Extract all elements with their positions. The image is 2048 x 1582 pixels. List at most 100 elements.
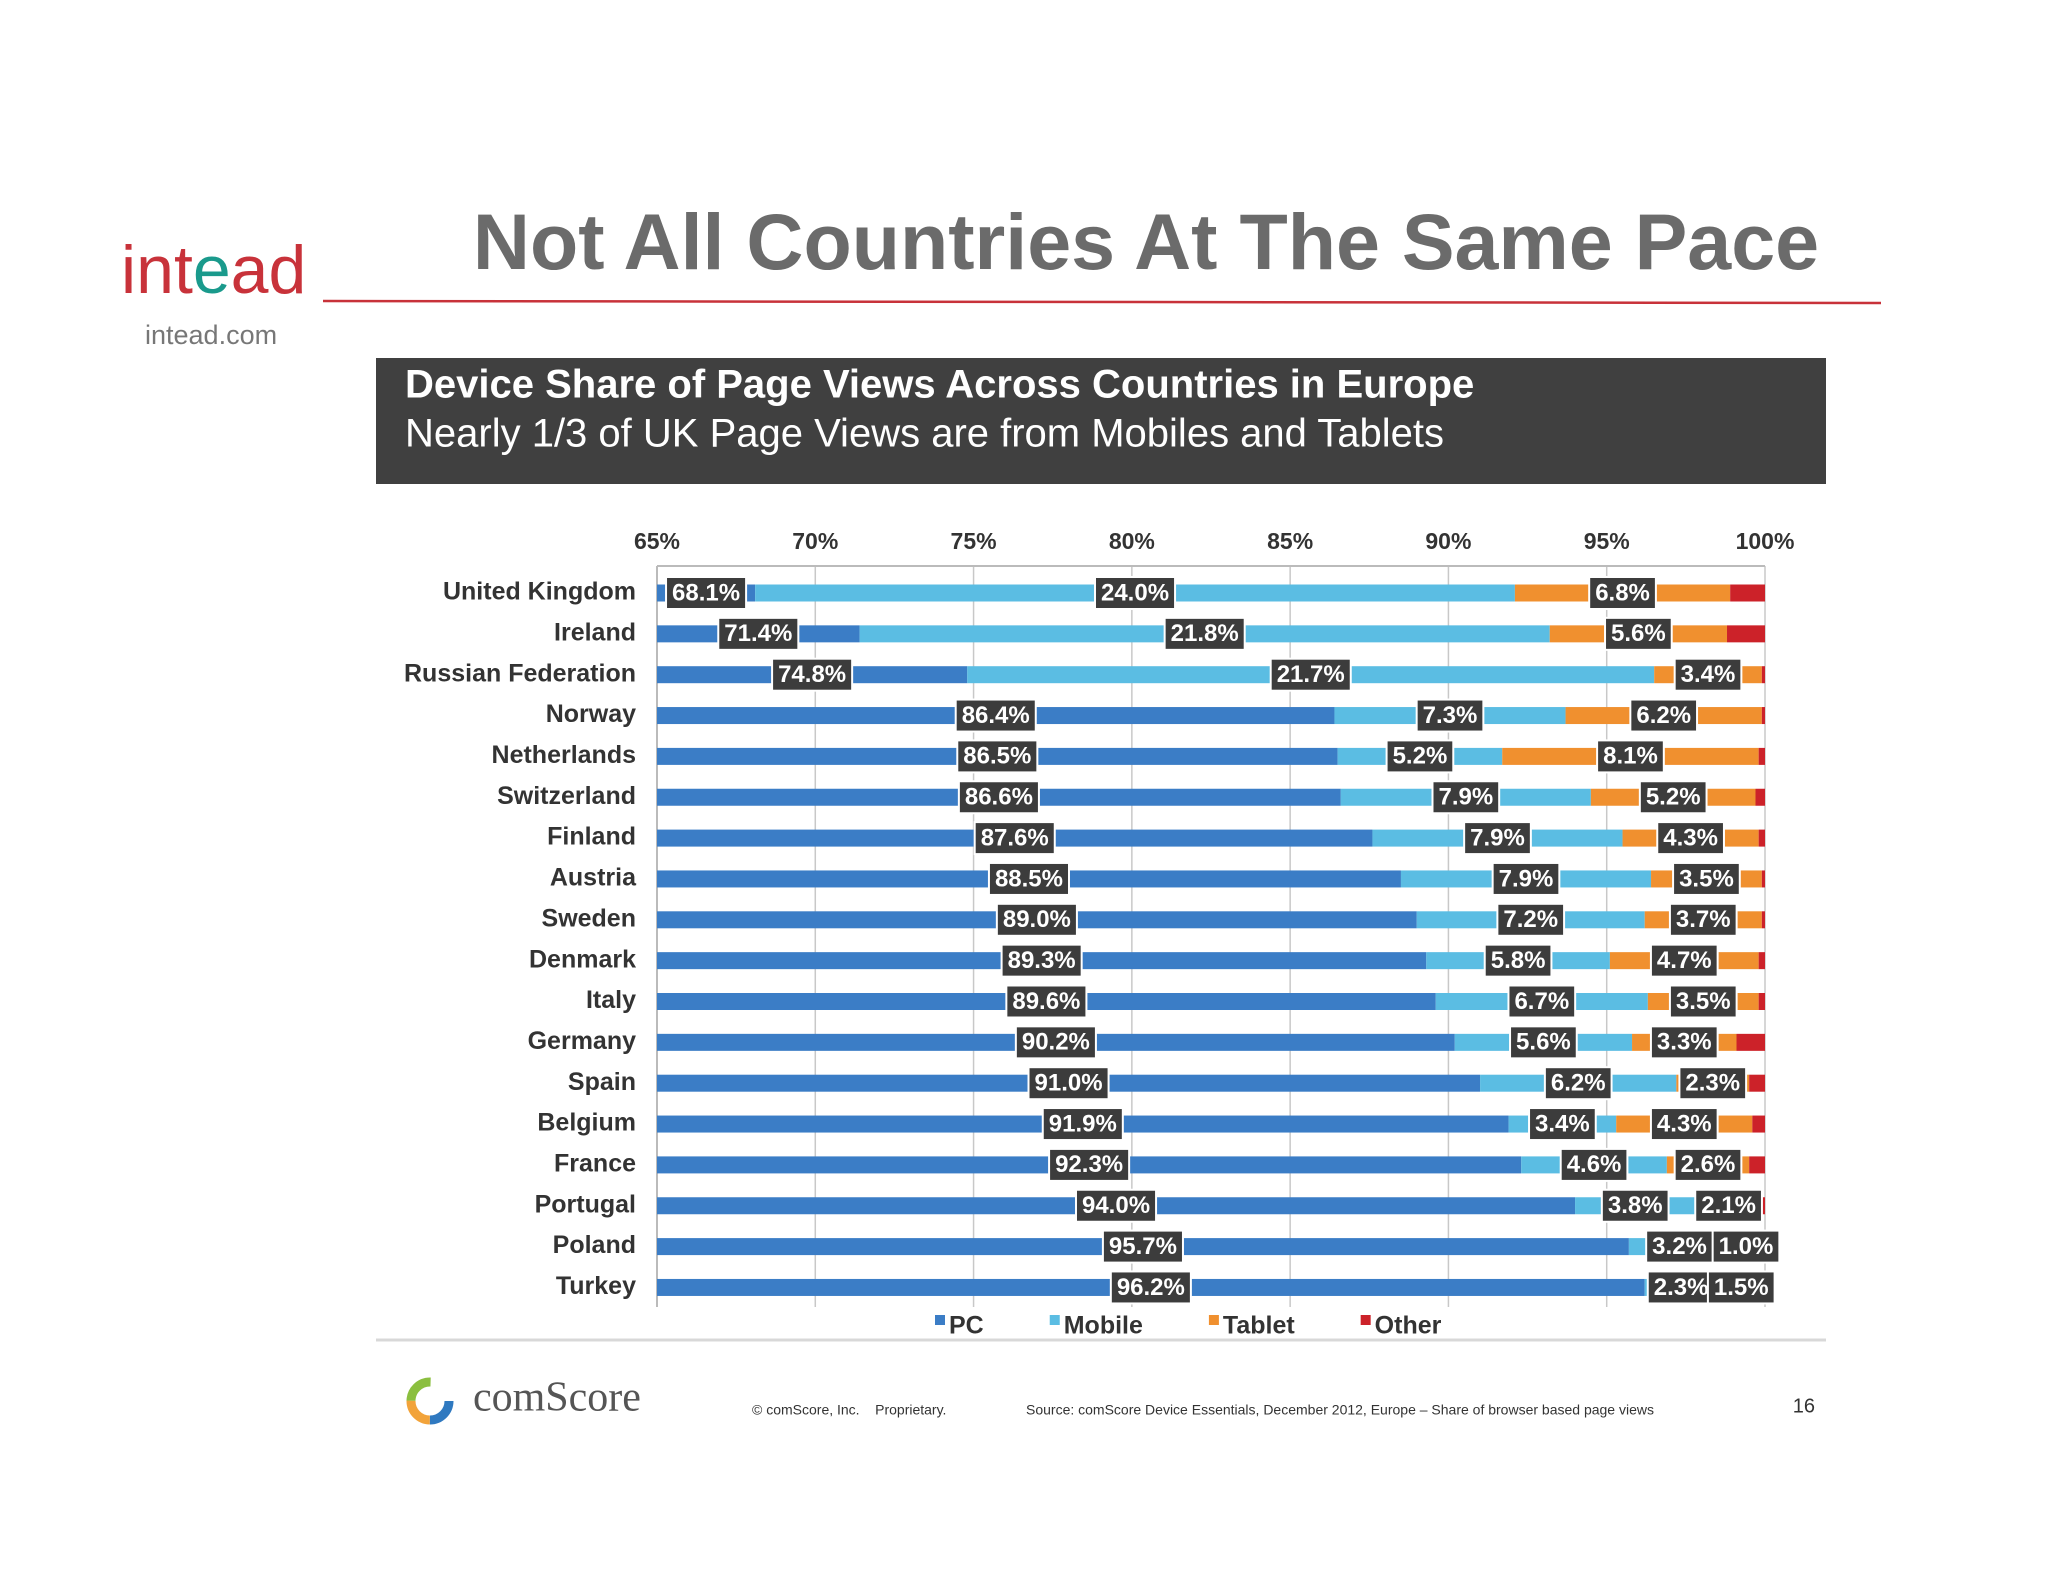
- bar-segment: [1749, 1074, 1765, 1092]
- value-label-box: [1496, 902, 1566, 937]
- y-tick-label: Ireland: [554, 618, 636, 646]
- value-label-text: 3.4%: [1535, 1110, 1590, 1137]
- value-label-box: [1649, 1107, 1719, 1142]
- comscore-logo: [406, 1377, 454, 1425]
- x-tick-label: 75%: [951, 528, 997, 554]
- value-label-text: 1.5%: [1714, 1274, 1769, 1301]
- value-label-text: 5.2%: [1393, 743, 1448, 770]
- value-label-box: [956, 739, 1039, 774]
- value-label-box: [1600, 1188, 1670, 1223]
- value-label: 3.5%: [1668, 984, 1738, 1019]
- value-label-box: [1507, 984, 1577, 1019]
- value-label-text: 3.7%: [1676, 906, 1731, 933]
- value-label: 4.3%: [1656, 821, 1725, 856]
- legend-label: Tablet: [1223, 1312, 1295, 1340]
- value-label: 2.3%: [1646, 1270, 1716, 1305]
- y-tick-label: Turkey: [556, 1272, 636, 1300]
- value-label-box: [1269, 657, 1352, 692]
- value-label: 94.0%: [1074, 1188, 1158, 1223]
- value-label-text: 86.4%: [962, 702, 1030, 729]
- value-label-text: 7.9%: [1470, 824, 1525, 851]
- logo-arc: [406, 1377, 454, 1425]
- y-tick-label: Germany: [528, 1027, 636, 1055]
- value-label-text: 2.6%: [1681, 1151, 1736, 1178]
- legend-swatch: [1208, 1315, 1219, 1325]
- value-label: 5.2%: [1385, 739, 1455, 774]
- value-label: 5.2%: [1638, 780, 1708, 815]
- value-label-box: [1673, 657, 1743, 692]
- y-tick-label: Italy: [586, 986, 636, 1014]
- brand-logo: intead: [121, 232, 306, 308]
- value-label-text: 74.8%: [778, 661, 846, 688]
- value-label: 3.2%: [1645, 1229, 1714, 1264]
- value-label-text: 4.7%: [1657, 947, 1712, 974]
- value-label-text: 4.3%: [1657, 1110, 1712, 1137]
- x-tick-label: 100%: [1736, 528, 1795, 554]
- value-label: 1.5%: [1706, 1270, 1776, 1305]
- value-label: 86.4%: [954, 698, 1037, 733]
- y-tick-label: Denmark: [529, 945, 636, 973]
- value-label-text: 2.3%: [1654, 1274, 1709, 1301]
- value-label: 86.5%: [956, 739, 1039, 774]
- value-label-box: [665, 576, 748, 610]
- y-tick-label: Sweden: [542, 904, 636, 932]
- value-label: 91.9%: [1041, 1107, 1124, 1142]
- value-label: 24.0%: [1093, 576, 1177, 610]
- y-tick-label: Spain: [568, 1068, 636, 1096]
- value-label: 91.0%: [1027, 1066, 1110, 1101]
- value-label-box: [1668, 902, 1738, 937]
- value-label-box: [1027, 1066, 1110, 1101]
- bar-segment: [1749, 1156, 1765, 1174]
- value-label-text: 7.9%: [1499, 865, 1554, 892]
- bar-segment: [1730, 584, 1765, 602]
- value-label: 5.6%: [1509, 1025, 1578, 1060]
- value-label: 96.2%: [1109, 1270, 1192, 1305]
- bar-segment: [1727, 625, 1765, 643]
- value-label-text: 96.2%: [1117, 1274, 1185, 1301]
- value-label-box: [1528, 1107, 1597, 1142]
- value-label-box: [1638, 780, 1708, 815]
- value-label-box: [1649, 943, 1719, 978]
- value-label-box: [1706, 1270, 1776, 1305]
- value-label: 21.8%: [1163, 616, 1246, 651]
- value-label: 88.5%: [987, 861, 1071, 896]
- legend-swatch: [1360, 1315, 1371, 1325]
- value-label: 6.2%: [1629, 698, 1699, 733]
- value-label: 7.9%: [1463, 821, 1532, 856]
- value-label-text: 68.1%: [672, 579, 740, 606]
- value-label-box: [1673, 1147, 1743, 1182]
- value-label: 86.6%: [957, 780, 1040, 815]
- value-label-text: 6.8%: [1595, 579, 1650, 606]
- value-label: 71.4%: [717, 616, 800, 651]
- value-label-text: 91.0%: [1035, 1070, 1103, 1097]
- value-label-box: [1596, 739, 1665, 774]
- value-label-box: [1483, 943, 1553, 978]
- value-label-box: [1491, 861, 1561, 896]
- value-label-text: 91.9%: [1049, 1110, 1117, 1137]
- value-label-text: 71.4%: [724, 620, 792, 647]
- value-label-text: 94.0%: [1082, 1192, 1150, 1219]
- legend-swatch: [1049, 1315, 1060, 1325]
- chart-title: Device Share of Page Views Across Countr…: [405, 363, 1474, 407]
- value-label: 7.9%: [1491, 861, 1561, 896]
- value-label-text: 7.2%: [1503, 906, 1558, 933]
- value-label: 7.2%: [1496, 902, 1566, 937]
- value-label-box: [1109, 1270, 1192, 1305]
- value-label-text: 8.1%: [1603, 743, 1658, 770]
- value-label-text: 4.3%: [1663, 824, 1718, 851]
- value-label-box: [717, 616, 800, 651]
- x-tick-label: 90%: [1425, 528, 1471, 554]
- value-label-text: 5.6%: [1611, 620, 1666, 647]
- footer-company: comScore: [473, 1375, 641, 1421]
- value-label-box: [1604, 616, 1673, 651]
- value-label-box: [1694, 1188, 1763, 1223]
- value-label: 4.6%: [1559, 1147, 1629, 1182]
- value-label-box: [1678, 1066, 1748, 1101]
- value-label: 21.7%: [1269, 657, 1352, 692]
- value-label-box: [1041, 1107, 1124, 1142]
- value-labels: 68.1% 24.0% 6.8% 71.4% 21.8% 5.6% 74.8% 21.7% 3.…: [665, 576, 1781, 1305]
- value-label: 8.1%: [1596, 739, 1665, 774]
- value-label-text: 24.0%: [1101, 579, 1169, 606]
- bar-segment: [1758, 952, 1765, 970]
